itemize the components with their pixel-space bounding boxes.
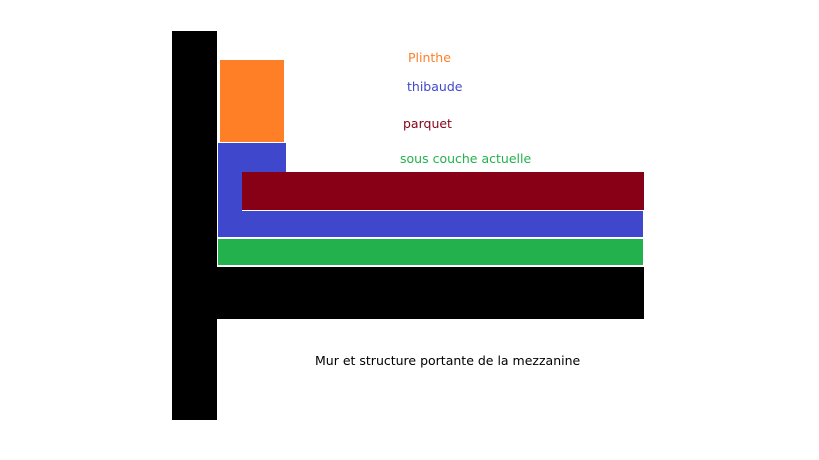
label-parquet: parquet <box>403 116 452 131</box>
sous-couche-layer <box>218 239 643 265</box>
wall <box>172 31 217 420</box>
label-structure: Mur et structure portante de la mezzanin… <box>315 353 581 368</box>
label-sous-couche: sous couche actuelle <box>400 151 532 166</box>
plinthe-block <box>220 60 284 142</box>
label-thibaude: thibaude <box>407 79 463 94</box>
thibaude-layer-horizontal <box>218 211 643 237</box>
parquet-layer <box>242 172 644 210</box>
thibaude-layer-top <box>220 143 286 172</box>
mezzanine-floor-structure <box>217 267 644 319</box>
label-plinthe: Plinthe <box>408 50 451 65</box>
